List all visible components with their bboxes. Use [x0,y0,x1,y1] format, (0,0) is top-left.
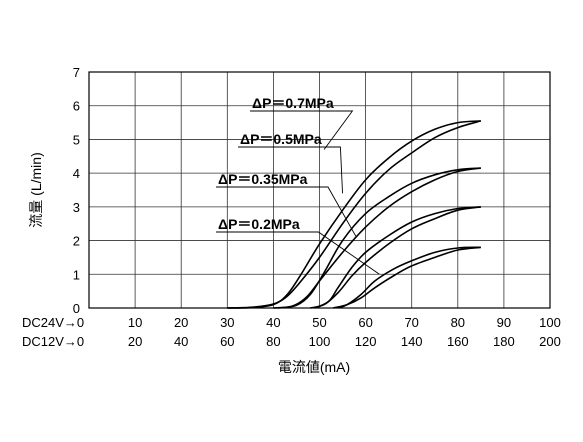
x-tick-label: 40 [174,334,188,349]
x-tick-label: 90 [497,315,511,330]
x-tick-label: 180 [493,334,515,349]
series-line-decreasing [277,167,481,309]
x-tick-label: 80 [451,315,465,330]
series-line-decreasing [227,120,481,309]
series-line-increasing [227,120,482,309]
series-label: ΔP＝0.5MPa [240,131,322,147]
plot-frame [88,71,551,309]
x-tick-label: 200 [539,334,561,349]
series-leader-line [300,231,380,275]
x-tick-label: 40 [266,315,280,330]
x-tick-label: 60 [358,315,372,330]
y-tick-label: 6 [73,99,80,114]
y-tick-label: 7 [73,65,80,80]
x-tick-label: 10 [128,315,142,330]
x-tick-label: 70 [404,315,418,330]
axes: 0 1 2 3 4 5 6 7 DC24V→0 10 20 30 40 50 60 70 80 90 100 DC12… [22,65,561,349]
x-tick-label: 20 [174,315,188,330]
series-leader-line [323,110,354,150]
x-tick-label: 30 [220,315,234,330]
series-labels: ΔP＝0.7MPa ΔP＝0.5MPa ΔP＝0.35MPa ΔP＝0.2MPa [216,95,380,275]
y-tick-label: 4 [73,166,80,181]
x-tick-label: 120 [355,334,377,349]
series-line-increasing [310,206,481,309]
y-tick-label: 1 [73,267,80,282]
series-leader-line [310,186,357,238]
x-tick-label: 60 [220,334,234,349]
series-line-decreasing [337,246,481,309]
x-row-label: DC12V→0 [22,334,84,349]
x-tick-label: 20 [128,334,142,349]
series-label: ΔP＝0.35MPa [218,171,308,187]
series-leader-line [322,146,343,194]
curves [227,120,482,309]
series-label: ΔP＝0.2MPa [218,216,300,232]
series-line-decreasing [314,206,481,309]
x-tick-label: 100 [539,315,561,330]
x-tick-label: 100 [309,334,331,349]
y-axis-label: 流量 (L/min) [28,152,44,227]
series-label: ΔP＝0.7MPa [252,95,334,111]
x-tick-label: 140 [401,334,423,349]
y-tick-label: 3 [73,200,80,215]
y-tick-label: 5 [73,132,80,147]
y-tick-label: 2 [73,234,80,249]
x-tick-label: 80 [266,334,280,349]
x-axis-label: 電流値(mA) [278,359,350,375]
y-tick-label: 0 [73,301,80,316]
series-line-increasing [273,167,481,309]
x-tick-label: 50 [312,315,326,330]
x-tick-label: 160 [447,334,469,349]
x-row-label: DC24V→0 [22,315,84,330]
